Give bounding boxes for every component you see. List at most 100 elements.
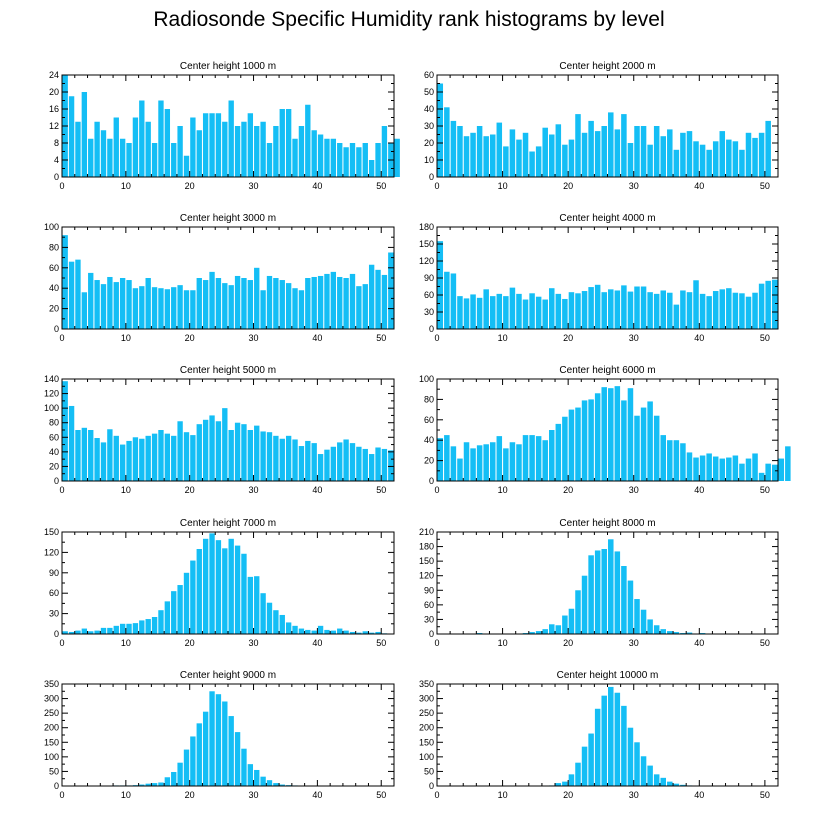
histogram-panel-1: Center height 1000 m 0 10 20 30 40 50 0 4 8 12 16 20… (49, 61, 400, 191)
histogram-bar (673, 149, 680, 177)
histogram-bar (699, 144, 706, 177)
histogram-bar (260, 431, 266, 481)
y-tick-label: 150 (419, 737, 434, 747)
histogram-bar (470, 132, 476, 177)
y-tick-label: 60 (49, 263, 59, 273)
histogram-panel-6: Center height 6000 m 0 10 20 30 40 50 0 20 40 60 80… (419, 365, 791, 495)
histogram-bar (317, 454, 324, 481)
x-tick-label: 50 (376, 485, 386, 495)
histogram-bar (489, 296, 496, 329)
x-tick-label: 30 (249, 485, 259, 495)
histogram-bar (673, 304, 680, 329)
histogram-bar (151, 617, 158, 634)
histogram-bar (581, 132, 588, 177)
panel-title: Center height 6000 m (559, 365, 655, 376)
histogram-bar (164, 433, 171, 481)
histogram-bar (555, 124, 562, 177)
histogram-bar (241, 748, 247, 786)
histogram-bar (457, 126, 463, 177)
histogram-bar (726, 139, 732, 177)
x-tick-label: 40 (694, 333, 704, 343)
histogram-bar (522, 435, 529, 481)
histogram-bar (450, 446, 457, 481)
histogram-bar (305, 104, 311, 177)
x-tick-label: 10 (121, 181, 131, 191)
histogram-bar (260, 121, 266, 177)
histogram-bar (343, 630, 349, 634)
histogram-bar (266, 780, 273, 786)
histogram-bar (522, 132, 529, 177)
histogram-bar (62, 235, 68, 329)
histogram-bar (202, 280, 209, 329)
histogram-bar (234, 545, 241, 634)
histogram-bar (535, 631, 542, 634)
histogram-bar (349, 631, 356, 634)
x-tick-label: 20 (563, 485, 573, 495)
histogram-bar (667, 631, 673, 634)
histogram-bar (158, 610, 164, 634)
x-tick-label: 40 (694, 638, 704, 648)
histogram-bar (234, 422, 241, 481)
histogram-bar (450, 273, 457, 329)
histogram-bar (158, 288, 164, 329)
histogram-bar (88, 138, 94, 177)
histogram-bar (375, 269, 381, 329)
histogram-bar (647, 765, 653, 786)
histogram-bar (437, 83, 444, 177)
histogram-bar (726, 457, 732, 481)
histogram-bar (62, 381, 68, 481)
histogram-bar (712, 141, 719, 177)
histogram-bar (81, 292, 88, 329)
x-tick-label: 40 (312, 485, 322, 495)
histogram-bar (132, 437, 139, 481)
y-tick-label: 30 (424, 307, 434, 317)
histogram-bar (356, 446, 362, 481)
histogram-bar (542, 440, 548, 481)
histogram-bar (324, 138, 330, 177)
histogram-bar (745, 458, 752, 481)
histogram-bar (549, 624, 555, 634)
x-tick-label: 50 (760, 790, 770, 800)
histogram-bar (273, 278, 279, 329)
histogram-bar (292, 138, 298, 177)
histogram-bar (368, 264, 375, 329)
y-tick-label: 40 (49, 283, 59, 293)
histogram-bar (292, 625, 298, 634)
x-tick-label: 50 (376, 638, 386, 648)
histogram-bar (647, 292, 653, 329)
histogram-bar (381, 274, 388, 329)
histogram-bar (483, 289, 489, 329)
histogram-bar (183, 749, 190, 786)
histogram-bar (75, 430, 81, 481)
histogram-bar (542, 127, 548, 177)
histogram-bar (667, 292, 673, 329)
x-tick-label: 30 (629, 638, 639, 648)
histogram-bar (588, 399, 594, 481)
histogram-bar (324, 273, 330, 329)
histogram-bar (765, 463, 771, 481)
histogram-bar (119, 278, 126, 329)
histogram-bar (222, 548, 228, 634)
y-tick-label: 0 (54, 172, 59, 182)
histogram-bar (222, 701, 228, 786)
histogram-bar (555, 423, 562, 481)
histogram-bar (549, 430, 555, 481)
y-tick-label: 60 (49, 432, 59, 442)
histogram-bar (568, 774, 575, 786)
histogram-bar (476, 126, 483, 177)
histogram-bar (279, 614, 285, 634)
histogram-bar (68, 96, 75, 177)
histogram-bar (247, 576, 254, 634)
histogram-bar (196, 549, 202, 634)
histogram-bar (719, 289, 726, 329)
histogram-panel-10: Center height 10000 m 0 10 20 30 40 50 0 50 100 15… (419, 670, 779, 800)
histogram-bar (196, 278, 202, 329)
y-tick-label: 150 (44, 737, 59, 747)
panel-title: Center height 9000 m (180, 670, 276, 681)
histogram-bar (680, 443, 686, 481)
y-tick-label: 40 (424, 435, 434, 445)
histogram-bar (343, 278, 349, 329)
histogram-bar (457, 296, 463, 329)
y-tick-label: 300 (44, 694, 59, 704)
histogram-panel-5: Center height 5000 m 0 10 20 30 40 50 0 20 40 60 80… (44, 365, 395, 495)
